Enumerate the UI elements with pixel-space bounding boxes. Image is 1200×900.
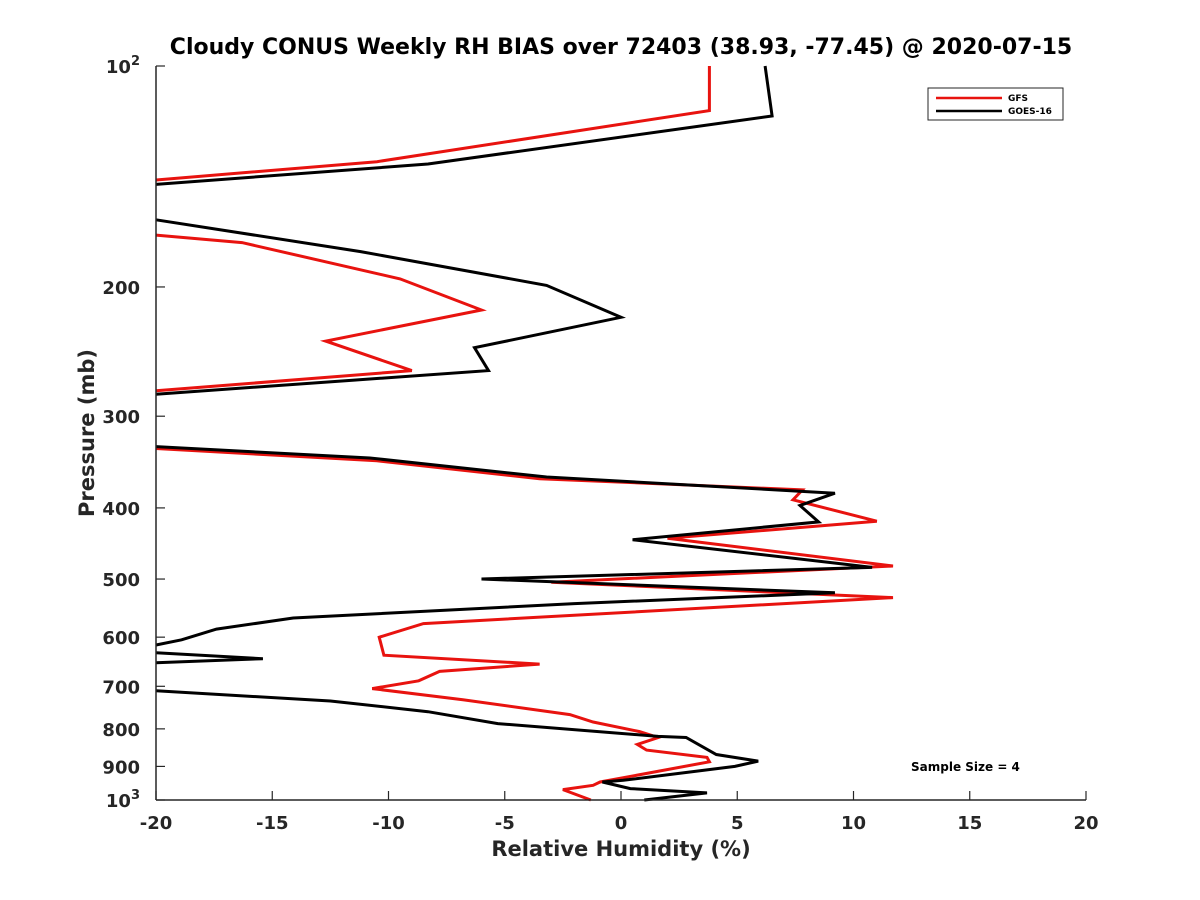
x-tick-label: 15 — [957, 813, 982, 834]
y-tick-label: 400 — [102, 499, 140, 520]
y-tick-label: 500 — [102, 570, 140, 591]
x-tick-label: 0 — [615, 813, 628, 834]
y-axis-label: Pressure (mb) — [75, 349, 99, 517]
axes: -20 -15 -10 -5 0 5 10 15 20 102 200 300 400 500 600 700… — [102, 54, 1098, 834]
series-line-gfs-segment-1 — [155, 233, 487, 393]
legend-label-goes-16: GOES-16 — [1008, 107, 1052, 117]
y-tick-label: 900 — [102, 757, 140, 778]
x-tick-label: -10 — [372, 813, 405, 834]
series-line-goes-16-segment-3 — [155, 651, 263, 665]
legend-label-gfs: GFS — [1008, 94, 1028, 104]
sample-size-annotation: Sample Size = 4 — [911, 760, 1020, 774]
legend: GFS GOES-16 — [927, 87, 1064, 121]
x-axis-label: Relative Humidity (%) — [491, 837, 750, 861]
x-tick-label: -20 — [140, 813, 173, 834]
x-tick-label: 20 — [1073, 813, 1098, 834]
y-tick-label: 102 — [106, 54, 140, 78]
y-tick-label: 200 — [102, 278, 140, 299]
plot-lines — [155, 65, 894, 802]
legend-box — [927, 87, 1064, 121]
chart-title: Cloudy CONUS Weekly RH BIAS over 72403 (… — [170, 35, 1072, 60]
x-tick-label: -15 — [256, 813, 289, 834]
y-tick-label: 800 — [102, 720, 140, 741]
x-tick-label: 5 — [731, 813, 744, 834]
series-line-goes-16-segment-1 — [155, 218, 626, 396]
series-line-goes-16-segment-2 — [155, 445, 873, 647]
series-line-goes-16-segment-4 — [155, 689, 759, 802]
series-line-goes-16-segment-0 — [155, 65, 774, 186]
series-line-gfs-segment-0 — [155, 66, 711, 182]
y-tick-exponent: 3 — [131, 788, 140, 803]
y-tick-label: 600 — [102, 628, 140, 649]
x-tick-label: -5 — [495, 813, 515, 834]
y-tick-label: 700 — [102, 677, 140, 698]
y-tick-label: 103 — [106, 788, 140, 812]
y-tick-label: 300 — [102, 407, 140, 428]
y-tick-exponent: 2 — [131, 54, 140, 69]
series-line-gfs-segment-2 — [155, 447, 894, 802]
x-tick-label: 10 — [841, 813, 866, 834]
